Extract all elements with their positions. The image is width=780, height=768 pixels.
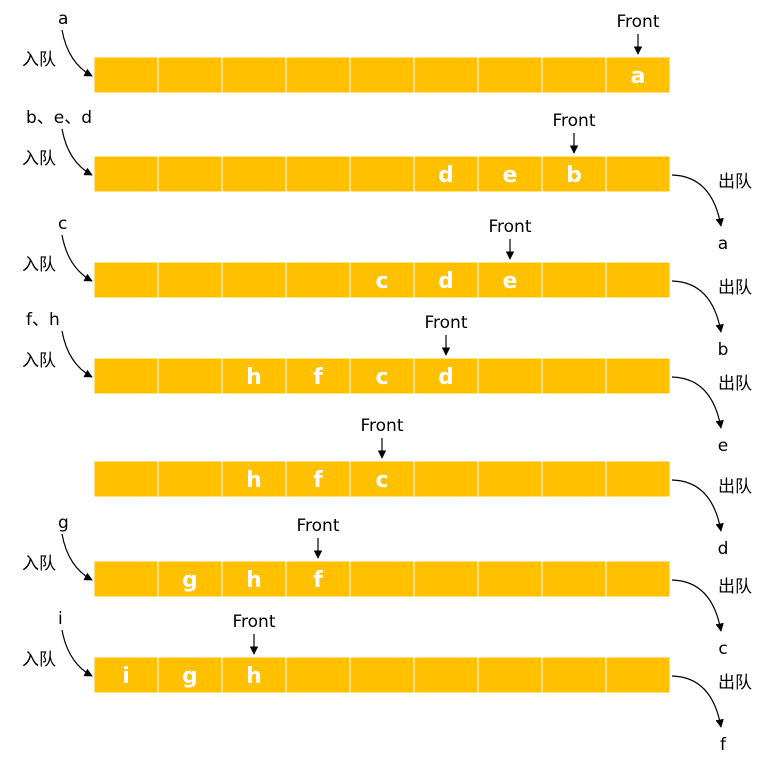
queue-cell-value: i bbox=[122, 664, 130, 689]
queue-cell-value: f bbox=[313, 365, 323, 390]
queue-cell bbox=[605, 656, 671, 694]
enqueue-arrow bbox=[61, 29, 93, 77]
enqueue-label: 入队 bbox=[22, 50, 56, 70]
queue-cell-value: h bbox=[246, 568, 262, 593]
queue-cell-value: f bbox=[313, 568, 323, 593]
queue-row: a Front a 入队 bbox=[22, 9, 671, 94]
enqueue-items: a bbox=[58, 9, 68, 29]
queue-cell-value: g bbox=[182, 568, 198, 593]
queue-cell-value: a bbox=[631, 64, 646, 89]
dequeued-item: a bbox=[718, 234, 728, 254]
dequeued-item: f bbox=[720, 735, 727, 755]
queue-cell-value: g bbox=[182, 664, 198, 689]
dequeue-arrow bbox=[671, 280, 724, 333]
queue-cell-value: c bbox=[375, 365, 388, 390]
queue-cell-value: c bbox=[375, 269, 388, 294]
dequeue-arrow bbox=[671, 479, 724, 532]
dequeued-item: c bbox=[718, 639, 727, 659]
front-label: Front bbox=[297, 516, 340, 536]
dequeue-label: 出队 bbox=[718, 577, 752, 597]
enqueue-arrow bbox=[61, 128, 93, 176]
dequeue-arrow bbox=[671, 579, 724, 632]
front-label: Front bbox=[233, 612, 276, 632]
enqueue-items: f、h bbox=[26, 310, 60, 330]
queue-cell-value: d bbox=[438, 269, 454, 294]
queue-bar bbox=[94, 461, 670, 497]
enqueue-label: 入队 bbox=[22, 650, 56, 670]
dequeue-arrow bbox=[671, 376, 724, 429]
front-label: Front bbox=[617, 12, 660, 32]
dequeue-arrow bbox=[671, 675, 724, 728]
enqueue-arrow bbox=[61, 330, 93, 378]
queue-cell bbox=[605, 357, 671, 395]
enqueue-label: 入队 bbox=[22, 554, 56, 574]
queue-row: h f c Front 出队 d bbox=[93, 416, 752, 559]
dequeue-label: 出队 bbox=[718, 673, 752, 693]
queue-cell bbox=[605, 56, 671, 94]
front-label: Front bbox=[425, 313, 468, 333]
enqueue-label: 入队 bbox=[22, 149, 56, 169]
dequeue-label: 出队 bbox=[718, 374, 752, 394]
dequeued-item: e bbox=[718, 436, 728, 456]
enqueue-label: 入队 bbox=[22, 351, 56, 371]
enqueue-arrow bbox=[61, 234, 93, 282]
enqueue-arrow bbox=[61, 533, 93, 581]
queue-cell bbox=[605, 261, 671, 299]
queue-cell-value: e bbox=[503, 269, 518, 294]
queue-cell bbox=[605, 155, 671, 193]
dequeue-label: 出队 bbox=[718, 477, 752, 497]
enqueue-items: g bbox=[58, 513, 69, 533]
enqueue-items: i bbox=[58, 609, 63, 629]
queue-bar bbox=[94, 156, 670, 192]
dequeued-item: b bbox=[718, 340, 729, 360]
enqueue-items: c bbox=[58, 214, 67, 234]
queue-bar bbox=[94, 561, 670, 597]
queue-bar bbox=[94, 657, 670, 693]
queue-cell bbox=[605, 560, 671, 598]
queue-cell-value: b bbox=[566, 163, 582, 188]
queue-cell-value: d bbox=[438, 365, 454, 390]
dequeue-label: 出队 bbox=[718, 172, 752, 192]
dequeue-arrow bbox=[671, 174, 724, 227]
queue-bar bbox=[94, 262, 670, 298]
front-label: Front bbox=[489, 217, 532, 237]
queue-cell-value: h bbox=[246, 664, 262, 689]
queue-bar bbox=[94, 358, 670, 394]
front-label: Front bbox=[361, 416, 404, 436]
dequeued-item: d bbox=[718, 539, 729, 559]
queue-cell-value: e bbox=[503, 163, 518, 188]
dequeue-label: 出队 bbox=[718, 278, 752, 298]
enqueue-items: b、e、d bbox=[26, 108, 92, 128]
queue-cell-value: f bbox=[313, 468, 323, 493]
queue-cell-value: h bbox=[246, 468, 262, 493]
queue-cell-value: c bbox=[375, 468, 388, 493]
queue-cell-value: h bbox=[246, 365, 262, 390]
enqueue-arrow bbox=[61, 629, 93, 677]
queue-cell-value: d bbox=[438, 163, 454, 188]
queue-cell bbox=[605, 460, 671, 498]
front-label: Front bbox=[553, 111, 596, 131]
enqueue-label: 入队 bbox=[22, 255, 56, 275]
queue-bar bbox=[94, 57, 670, 93]
